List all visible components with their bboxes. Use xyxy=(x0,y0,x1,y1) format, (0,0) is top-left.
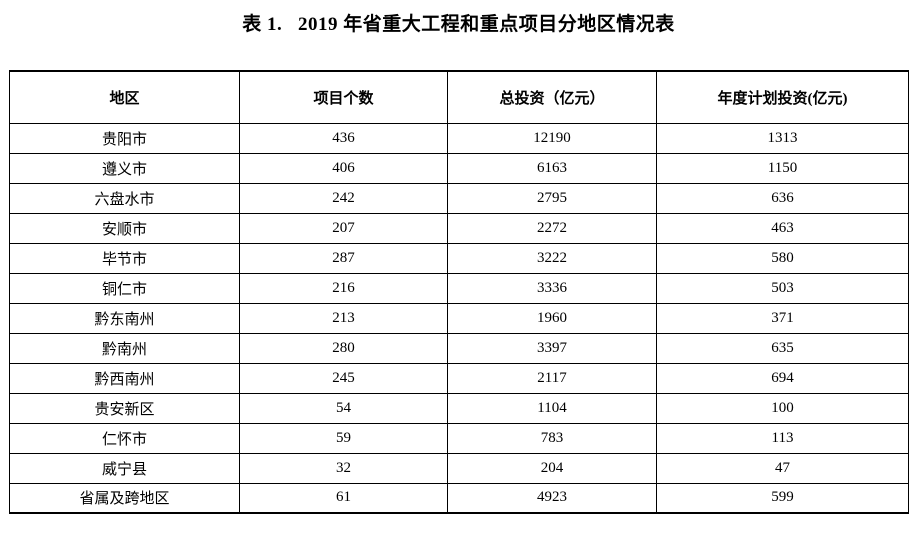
cell-project-count: 59 xyxy=(239,422,448,454)
cell-annual-planned-investment: 463 xyxy=(656,212,909,244)
cell-project-count: 32 xyxy=(239,452,448,484)
table-row: 黔南州 280 3397 635 xyxy=(9,332,909,364)
cell-total-investment: 6163 xyxy=(447,152,657,184)
cell-total-investment: 3336 xyxy=(447,272,657,304)
table-header: 地区 项目个数 总投资（亿元） 年度计划投资(亿元) xyxy=(9,70,909,124)
cell-region: 威宁县 xyxy=(9,452,240,484)
table-row: 黔东南州 213 1960 371 xyxy=(9,302,909,334)
cell-project-count: 245 xyxy=(239,362,448,394)
cell-annual-planned-investment: 100 xyxy=(656,392,909,424)
table-row: 黔西南州 245 2117 694 xyxy=(9,362,909,394)
cell-region: 省属及跨地区 xyxy=(9,482,240,514)
cell-annual-planned-investment: 635 xyxy=(656,332,909,364)
table-row: 遵义市 406 6163 1150 xyxy=(9,152,909,184)
cell-region: 铜仁市 xyxy=(9,272,240,304)
cell-total-investment: 1104 xyxy=(447,392,657,424)
table-row: 省属及跨地区 61 4923 599 xyxy=(9,482,909,514)
cell-total-investment: 3222 xyxy=(447,242,657,274)
cell-project-count: 61 xyxy=(239,482,448,514)
table-row: 仁怀市 59 783 113 xyxy=(9,422,909,454)
cell-project-count: 216 xyxy=(239,272,448,304)
table-row: 六盘水市 242 2795 636 xyxy=(9,182,909,214)
cell-total-investment: 2117 xyxy=(447,362,657,394)
header-row: 地区 项目个数 总投资（亿元） 年度计划投资(亿元) xyxy=(9,70,909,124)
table-row: 安顺市 207 2272 463 xyxy=(9,212,909,244)
cell-region: 安顺市 xyxy=(9,212,240,244)
cell-annual-planned-investment: 1150 xyxy=(656,152,909,184)
cell-total-investment: 1960 xyxy=(447,302,657,334)
cell-project-count: 280 xyxy=(239,332,448,364)
cell-region: 黔南州 xyxy=(9,332,240,364)
cell-annual-planned-investment: 113 xyxy=(656,422,909,454)
cell-project-count: 287 xyxy=(239,242,448,274)
cell-total-investment: 4923 xyxy=(447,482,657,514)
cell-total-investment: 12190 xyxy=(447,122,657,154)
table-row: 铜仁市 216 3336 503 xyxy=(9,272,909,304)
cell-total-investment: 204 xyxy=(447,452,657,484)
cell-region: 黔东南州 xyxy=(9,302,240,334)
cell-total-investment: 783 xyxy=(447,422,657,454)
cell-region: 黔西南州 xyxy=(9,362,240,394)
cell-project-count: 207 xyxy=(239,212,448,244)
cell-region: 遵义市 xyxy=(9,152,240,184)
table-row: 贵阳市 436 12190 1313 xyxy=(9,122,909,154)
header-region: 地区 xyxy=(9,70,240,124)
data-table: 地区 项目个数 总投资（亿元） 年度计划投资(亿元) 贵阳市 436 12190 13… xyxy=(9,70,909,514)
table-row: 贵安新区 54 1104 100 xyxy=(9,392,909,424)
cell-region: 毕节市 xyxy=(9,242,240,274)
cell-annual-planned-investment: 1313 xyxy=(656,122,909,154)
table-row: 威宁县 32 204 47 xyxy=(9,452,909,484)
cell-total-investment: 2795 xyxy=(447,182,657,214)
cell-project-count: 213 xyxy=(239,302,448,334)
cell-annual-planned-investment: 47 xyxy=(656,452,909,484)
header-project-count: 项目个数 xyxy=(239,70,448,124)
cell-annual-planned-investment: 636 xyxy=(656,182,909,214)
cell-region: 仁怀市 xyxy=(9,422,240,454)
cell-annual-planned-investment: 694 xyxy=(656,362,909,394)
cell-annual-planned-investment: 599 xyxy=(656,482,909,514)
cell-total-investment: 2272 xyxy=(447,212,657,244)
cell-annual-planned-investment: 580 xyxy=(656,242,909,274)
cell-project-count: 54 xyxy=(239,392,448,424)
cell-total-investment: 3397 xyxy=(447,332,657,364)
cell-region: 六盘水市 xyxy=(9,182,240,214)
table-body: 贵阳市 436 12190 1313 遵义市 406 6163 1150 六盘水市 242 2795… xyxy=(9,122,909,514)
cell-region: 贵阳市 xyxy=(9,122,240,154)
header-total-investment: 总投资（亿元） xyxy=(447,70,657,124)
cell-project-count: 436 xyxy=(239,122,448,154)
header-annual-planned-investment: 年度计划投资(亿元) xyxy=(656,70,909,124)
cell-project-count: 406 xyxy=(239,152,448,184)
cell-annual-planned-investment: 371 xyxy=(656,302,909,334)
cell-region: 贵安新区 xyxy=(9,392,240,424)
cell-annual-planned-investment: 503 xyxy=(656,272,909,304)
cell-project-count: 242 xyxy=(239,182,448,214)
table-row: 毕节市 287 3222 580 xyxy=(9,242,909,274)
table-title: 表 1. 2019 年省重大工程和重点项目分地区情况表 xyxy=(242,14,675,35)
